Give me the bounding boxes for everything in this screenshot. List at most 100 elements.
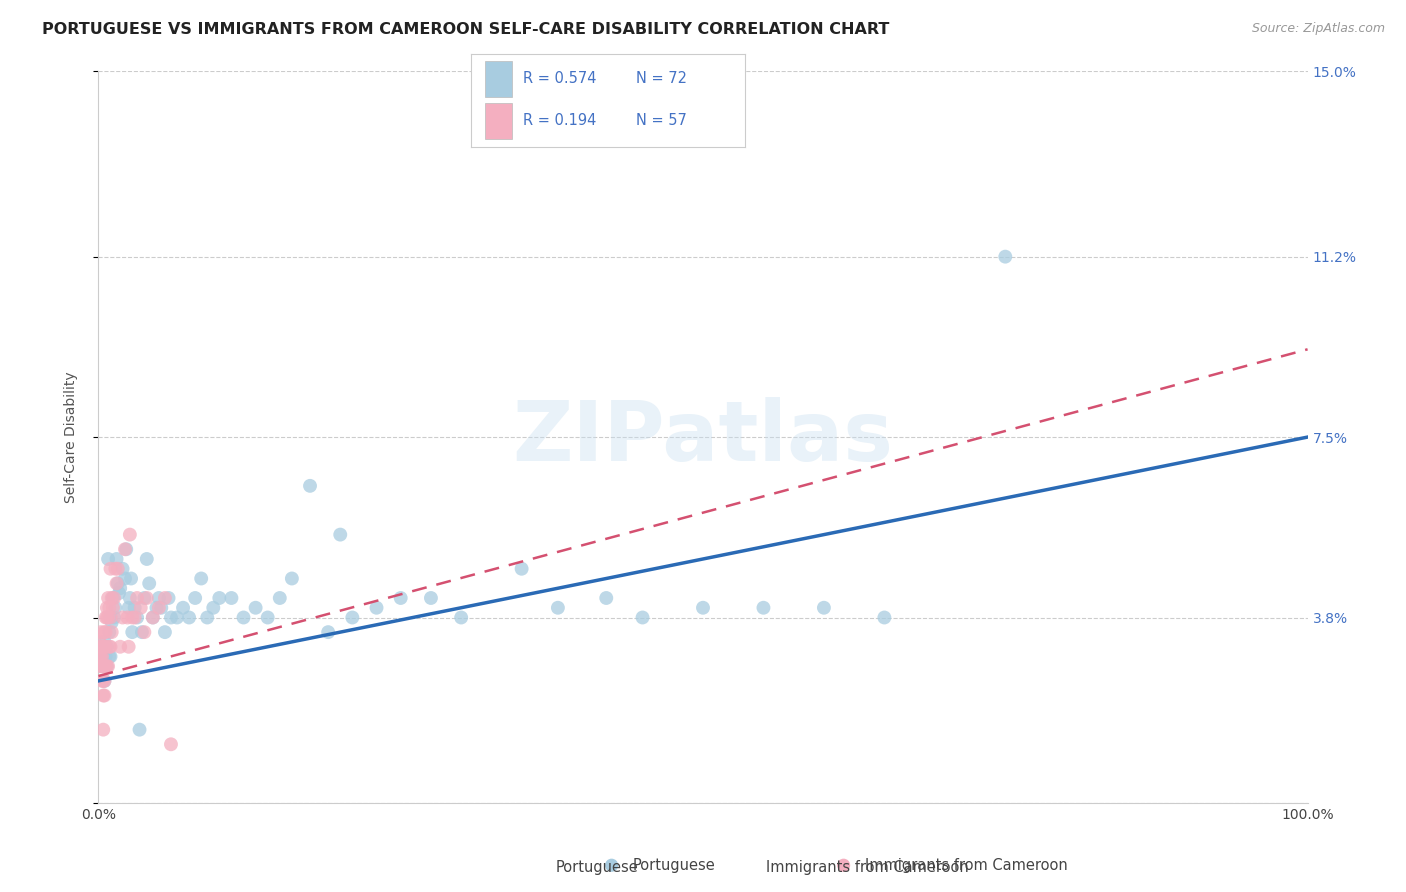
Point	[118, 527, 141, 541]
Point	[93, 635, 115, 649]
Point	[389, 591, 412, 605]
Point	[135, 552, 157, 566]
Point	[131, 625, 153, 640]
Point	[96, 600, 118, 615]
Point	[160, 610, 183, 624]
Point	[166, 610, 188, 624]
Point	[91, 659, 114, 673]
Bar	[485, 61, 512, 96]
Text: Portuguese: Portuguese	[633, 858, 716, 872]
Point	[100, 625, 122, 640]
Point	[91, 673, 114, 688]
Point	[94, 649, 117, 664]
Point	[94, 640, 117, 654]
Point	[190, 572, 212, 586]
Point	[91, 673, 114, 688]
Point	[98, 649, 121, 664]
Point	[91, 640, 114, 654]
Point	[316, 625, 339, 640]
Point	[256, 610, 278, 624]
Point	[107, 576, 129, 591]
Point	[153, 591, 176, 605]
Point	[98, 600, 121, 615]
Point	[108, 581, 131, 595]
Point	[104, 600, 127, 615]
Point	[127, 591, 149, 605]
Point	[595, 591, 617, 605]
Point	[232, 610, 254, 624]
Text: ZIPatlas: ZIPatlas	[513, 397, 893, 477]
Point	[115, 542, 138, 557]
Text: Portuguese: Portuguese	[555, 860, 638, 874]
Point	[104, 562, 127, 576]
Point	[547, 600, 569, 615]
Y-axis label: Self-Care Disability: Self-Care Disability	[63, 371, 77, 503]
Point	[832, 858, 855, 872]
Point	[101, 600, 124, 615]
Point	[813, 600, 835, 615]
Point	[108, 640, 131, 654]
Point	[90, 625, 112, 640]
Point	[202, 600, 225, 615]
Point	[510, 562, 533, 576]
Point	[150, 600, 173, 615]
Point	[184, 591, 207, 605]
Text: Immigrants from Cameroon: Immigrants from Cameroon	[865, 858, 1067, 872]
Point	[111, 610, 134, 624]
Point	[93, 673, 115, 688]
Point	[153, 625, 176, 640]
Point	[91, 689, 114, 703]
Text: R = 0.574: R = 0.574	[523, 71, 596, 87]
Point	[93, 673, 115, 688]
Point	[366, 600, 388, 615]
Point	[96, 659, 118, 673]
Point	[752, 600, 775, 615]
Point	[269, 591, 291, 605]
Point	[129, 600, 152, 615]
Point	[600, 858, 623, 872]
Point	[97, 591, 120, 605]
Point	[142, 610, 165, 624]
Point	[90, 649, 112, 664]
Point	[118, 591, 141, 605]
Point	[208, 591, 231, 605]
Point	[450, 610, 472, 624]
Point	[299, 479, 322, 493]
Point	[93, 659, 115, 673]
Point	[245, 600, 267, 615]
Point	[91, 649, 114, 664]
Point	[221, 591, 243, 605]
Point	[103, 610, 125, 624]
Point	[96, 610, 118, 624]
Point	[873, 610, 896, 624]
Point	[97, 610, 120, 624]
Point	[101, 591, 124, 605]
Point	[100, 615, 122, 630]
Text: N = 57: N = 57	[636, 113, 686, 128]
Point	[124, 610, 146, 624]
Point	[100, 562, 122, 576]
Point	[89, 659, 111, 673]
Point	[98, 625, 121, 640]
Point	[97, 659, 120, 673]
Point	[91, 649, 114, 664]
Point	[195, 610, 218, 624]
Point	[118, 600, 141, 615]
Point	[105, 576, 128, 591]
Point	[692, 600, 714, 615]
Point	[108, 586, 131, 600]
Point	[138, 576, 160, 591]
Text: Immigrants from Cameroon: Immigrants from Cameroon	[766, 860, 969, 874]
Point	[124, 600, 146, 615]
Point	[93, 625, 115, 640]
Point	[135, 591, 157, 605]
Point	[97, 552, 120, 566]
Point	[157, 591, 180, 605]
Point	[111, 562, 134, 576]
Point	[100, 591, 122, 605]
Point	[127, 610, 149, 624]
Point	[134, 625, 156, 640]
Point	[128, 723, 150, 737]
Point	[91, 723, 114, 737]
Point	[179, 610, 201, 624]
